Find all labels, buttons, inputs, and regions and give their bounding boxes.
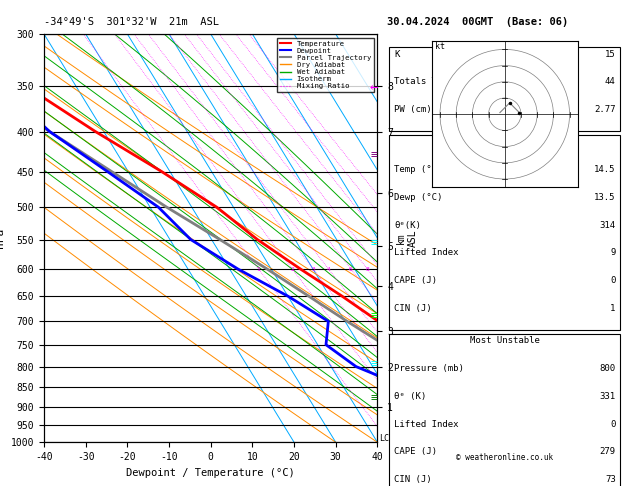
Text: Totals Totals: Totals Totals xyxy=(394,77,464,87)
Y-axis label: km
ASL: km ASL xyxy=(396,229,418,247)
Text: 8: 8 xyxy=(365,266,369,272)
Text: © weatheronline.co.uk: © weatheronline.co.uk xyxy=(456,453,554,462)
Text: 0: 0 xyxy=(610,419,616,429)
Text: 314: 314 xyxy=(599,221,616,230)
Text: 3: 3 xyxy=(311,266,315,272)
Text: θᵉ(K): θᵉ(K) xyxy=(394,221,421,230)
Text: ≡: ≡ xyxy=(371,394,377,403)
Text: ≡: ≡ xyxy=(371,238,377,248)
Text: -34°49'S  301°32'W  21m  ASL: -34°49'S 301°32'W 21m ASL xyxy=(44,17,219,27)
Text: Temp (°C): Temp (°C) xyxy=(394,165,442,174)
Text: CAPE (J): CAPE (J) xyxy=(394,276,437,285)
Text: 1: 1 xyxy=(610,304,616,313)
Y-axis label: hPa: hPa xyxy=(0,228,5,248)
Text: CAPE (J): CAPE (J) xyxy=(394,447,437,456)
Text: 1: 1 xyxy=(257,266,260,272)
Text: 279: 279 xyxy=(599,447,616,456)
Text: 15: 15 xyxy=(605,50,616,59)
Text: ←: ← xyxy=(370,81,379,94)
Text: 14.5: 14.5 xyxy=(594,165,616,174)
Bar xyxy=(389,48,620,131)
Text: 0: 0 xyxy=(610,276,616,285)
Text: 44: 44 xyxy=(605,77,616,87)
Text: 73: 73 xyxy=(605,475,616,484)
Bar xyxy=(389,334,620,486)
Text: CIN (J): CIN (J) xyxy=(394,304,431,313)
Legend: Temperature, Dewpoint, Parcel Trajectory, Dry Adiabat, Wet Adiabat, Isotherm, Mi: Temperature, Dewpoint, Parcel Trajectory… xyxy=(277,37,374,92)
Text: ≡: ≡ xyxy=(371,311,377,321)
Text: 9: 9 xyxy=(610,248,616,258)
Text: PW (cm): PW (cm) xyxy=(394,105,431,114)
Bar xyxy=(389,135,620,330)
Text: 30.04.2024  00GMT  (Base: 06): 30.04.2024 00GMT (Base: 06) xyxy=(387,17,568,27)
Text: 6: 6 xyxy=(349,266,353,272)
Text: ≡: ≡ xyxy=(371,151,377,160)
Text: kt: kt xyxy=(435,42,445,52)
Text: Most Unstable: Most Unstable xyxy=(470,336,540,345)
Text: Surface: Surface xyxy=(486,137,523,146)
Text: 13.5: 13.5 xyxy=(594,193,616,202)
Text: Lifted Index: Lifted Index xyxy=(394,248,459,258)
Text: θᵉ (K): θᵉ (K) xyxy=(394,392,426,401)
Text: LCL: LCL xyxy=(379,434,394,443)
Text: Pressure (mb): Pressure (mb) xyxy=(394,364,464,373)
Text: 4: 4 xyxy=(326,266,330,272)
Text: CIN (J): CIN (J) xyxy=(394,475,431,484)
Text: Lifted Index: Lifted Index xyxy=(394,419,459,429)
Text: 331: 331 xyxy=(599,392,616,401)
Text: ≡: ≡ xyxy=(371,360,377,369)
Text: 800: 800 xyxy=(599,364,616,373)
Text: 2.77: 2.77 xyxy=(594,105,616,114)
Text: Dewp (°C): Dewp (°C) xyxy=(394,193,442,202)
X-axis label: Dewpoint / Temperature (°C): Dewpoint / Temperature (°C) xyxy=(126,468,295,478)
Text: K: K xyxy=(394,50,399,59)
Text: 2: 2 xyxy=(291,266,294,272)
